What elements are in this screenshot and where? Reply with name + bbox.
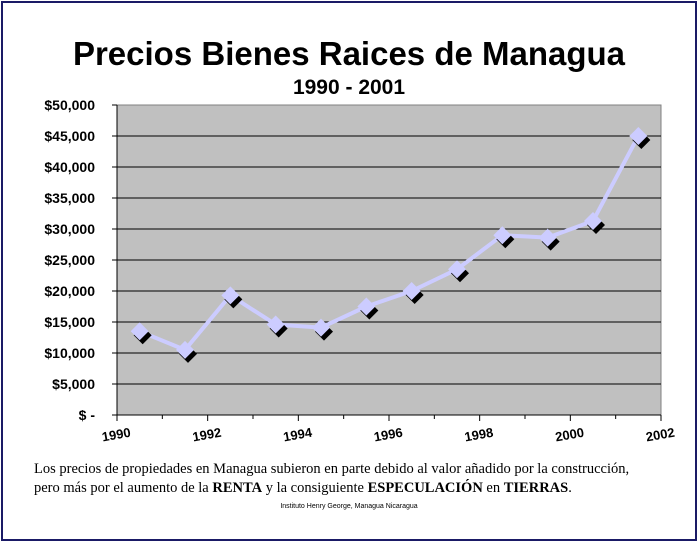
y-tick-label: $40,000 — [44, 159, 95, 175]
x-tick-label: 1996 — [373, 425, 404, 445]
caption-line-2-en: en — [482, 480, 504, 496]
line-chart: $ - $5,000 $10,000 $15,000 $20,000 $25,000 $30… — [44, 97, 676, 445]
data-point — [357, 297, 376, 316]
x-tick-label: 1994 — [282, 425, 314, 445]
y-tick-label: $5,000 — [52, 376, 95, 392]
caption-renta: RENTA — [212, 480, 263, 496]
x-tick-label: 1998 — [463, 425, 494, 445]
data-point — [176, 340, 194, 359]
source-note: Instituto Henry George, Managua Nicaragu… — [280, 503, 418, 510]
data-point — [448, 260, 466, 279]
caption-line-2-pre: pero más por el aumento de la — [34, 480, 213, 496]
x-tick-label: 2000 — [554, 425, 585, 445]
y-tick-label: $35,000 — [44, 190, 95, 206]
x-tick-label: 1992 — [191, 425, 222, 445]
caption-line-2-mid: y la consiguiente — [262, 480, 368, 496]
y-tick-label: $10,000 — [44, 345, 95, 361]
data-point — [221, 286, 240, 305]
data-point — [538, 228, 557, 247]
y-tick-label: $25,000 — [44, 252, 95, 268]
caption-line-2-end: . — [568, 480, 572, 496]
data-point — [629, 127, 648, 145]
data-point — [402, 282, 421, 300]
y-tick-label: $30,000 — [44, 221, 95, 237]
caption-tierras: TIERRAS — [503, 480, 569, 496]
y-tick-label: $ - — [79, 407, 96, 423]
data-point — [584, 211, 602, 230]
data-point — [266, 315, 285, 334]
data-point — [312, 318, 330, 337]
caption-especulacion: ESPECULACIÓN — [367, 480, 483, 496]
y-tick-label: $20,000 — [44, 283, 95, 299]
x-tick-label: 2002 — [645, 425, 676, 445]
chart-title: Precios Bienes Raices de Managua — [72, 35, 626, 72]
series-line — [138, 135, 641, 352]
data-point — [493, 226, 512, 245]
x-tick-label: 1990 — [101, 425, 132, 445]
data-point — [130, 322, 149, 341]
caption: Los precios de propiedades en Managua su… — [34, 460, 684, 498]
caption-line-1: Los precios de propiedades en Managua su… — [34, 461, 630, 477]
y-tick-label: $15,000 — [44, 314, 95, 330]
y-tick-label: $50,000 — [44, 97, 95, 113]
chart-subtitle: 1990 - 2001 — [292, 76, 406, 99]
y-tick-label: $45,000 — [44, 128, 95, 144]
